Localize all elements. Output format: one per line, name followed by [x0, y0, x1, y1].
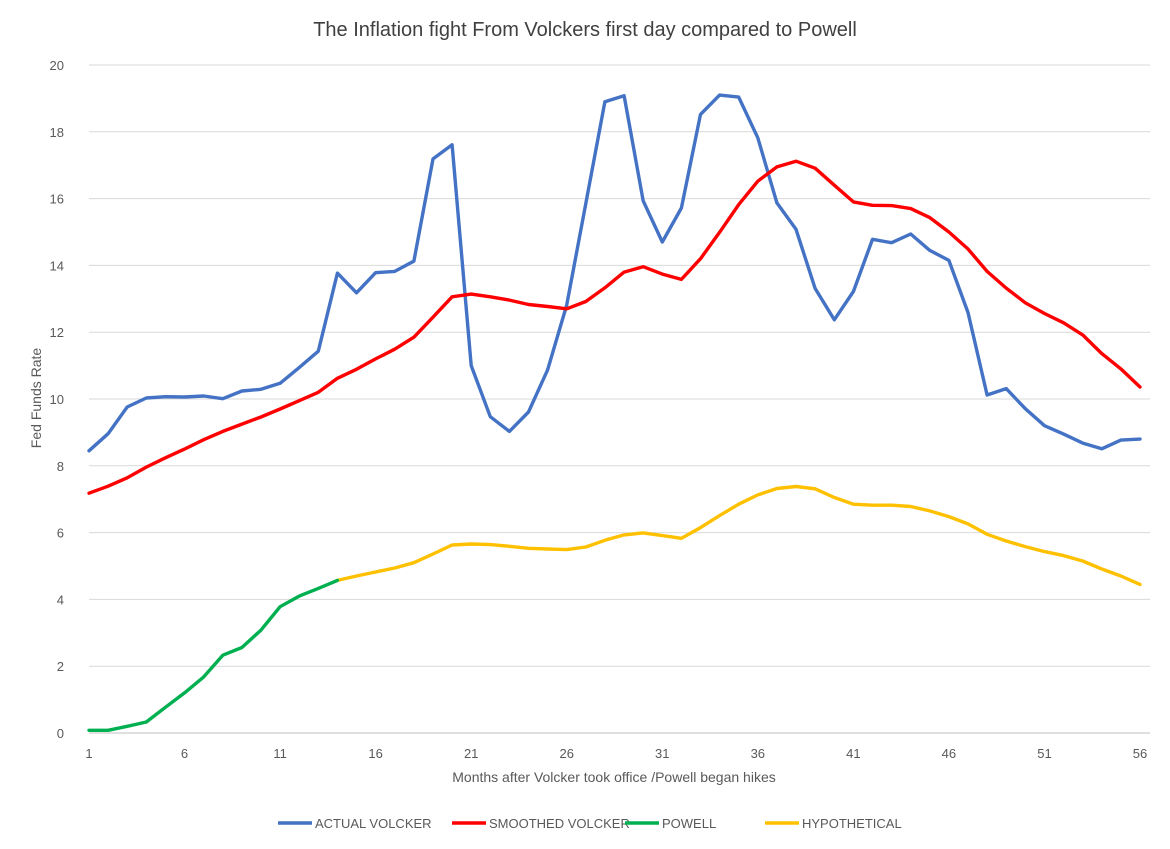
series-line-powell [87, 578, 340, 732]
series-lines [87, 93, 1142, 732]
x-tick-label: 56 [1133, 746, 1147, 761]
x-tick-label: 1 [85, 746, 92, 761]
x-tick-label: 41 [846, 746, 860, 761]
series-line-actual-volcker [87, 93, 1142, 453]
y-tick-label: 6 [57, 526, 64, 541]
gridlines [89, 64, 1150, 734]
y-tick-label: 2 [57, 659, 64, 674]
x-tick-label: 26 [559, 746, 573, 761]
x-tick-label: 21 [464, 746, 478, 761]
x-tick-label: 46 [942, 746, 956, 761]
x-axis-label: Months after Volcker took office /Powell… [452, 769, 775, 785]
y-tick-label: 18 [50, 125, 64, 140]
x-axis-ticks: 1 6 11 16 21 26 31 36 41 46 51 56 [85, 746, 1147, 761]
x-tick-label: 16 [368, 746, 382, 761]
y-tick-label: 8 [57, 459, 64, 474]
legend-label: HYPOTHETICAL [802, 816, 902, 831]
y-axis-ticks: 0 2 4 6 8 10 12 14 16 18 20 [50, 58, 64, 741]
legend-label: POWELL [662, 816, 716, 831]
y-tick-label: 20 [50, 58, 64, 73]
x-tick-label: 51 [1037, 746, 1051, 761]
legend-label: SMOOTHED VOLCKER [489, 816, 630, 831]
y-tick-label: 16 [50, 192, 64, 207]
series-line-smoothed-volcker [87, 159, 1142, 495]
y-tick-label: 4 [57, 592, 64, 607]
y-tick-label: 12 [50, 325, 64, 340]
series-line-hypothetical [335, 484, 1142, 587]
y-tick-label: 10 [50, 392, 64, 407]
y-axis-label: Fed Funds Rate [28, 348, 44, 449]
legend-label: ACTUAL VOLCKER [315, 816, 432, 831]
y-tick-label: 14 [50, 258, 64, 273]
y-tick-label: 0 [57, 726, 64, 741]
legend: ACTUAL VOLCKER SMOOTHED VOLCKER POWELL HYPO… [278, 816, 902, 831]
chart-title: The Inflation fight From Volckers first … [313, 19, 857, 41]
x-tick-label: 36 [751, 746, 765, 761]
x-tick-label: 6 [181, 746, 188, 761]
x-tick-label: 11 [273, 746, 287, 761]
x-tick-label: 31 [655, 746, 669, 761]
